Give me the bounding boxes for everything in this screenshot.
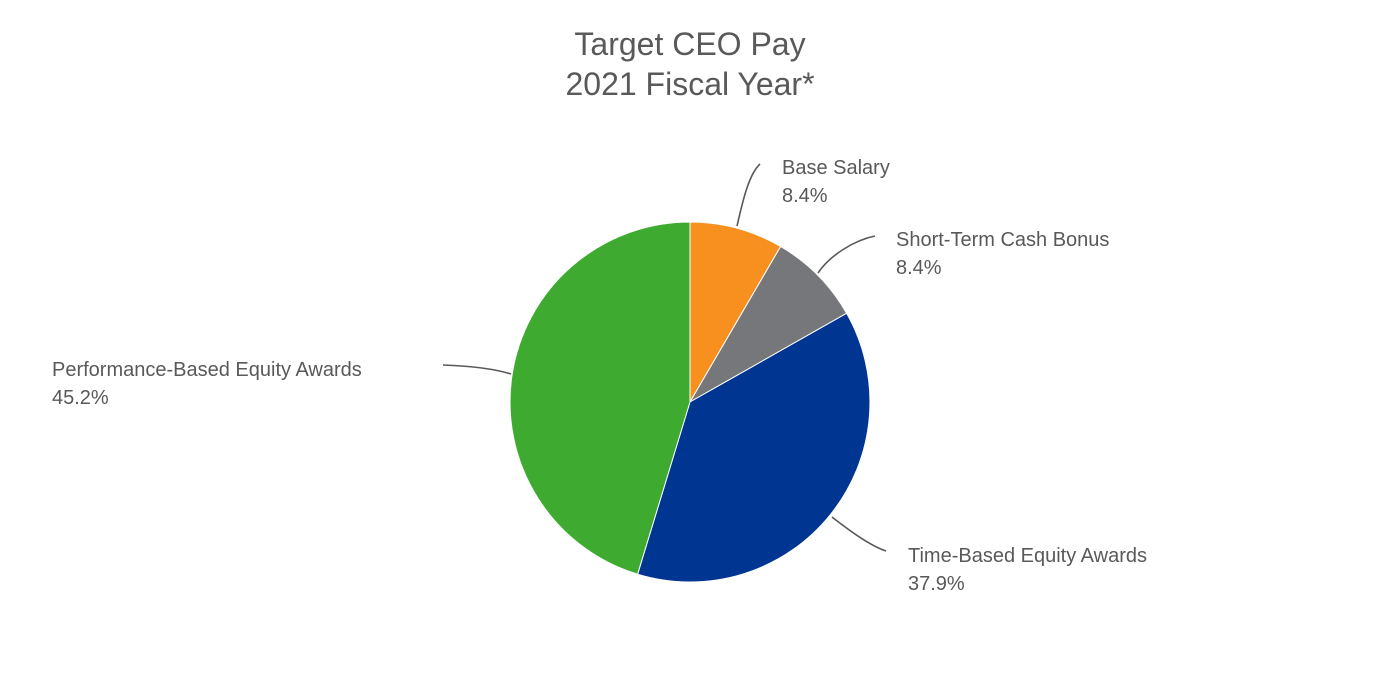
pie-slice-base-salary[interactable]: [689, 221, 782, 404]
leader-line-performance-based-equity: [442, 364, 512, 375]
chart-title-line1: Target CEO Pay: [574, 26, 806, 62]
data-label-performance-based-equity: Performance-Based Equity Awards 45.2%: [52, 356, 362, 412]
label-value: 37.9%: [908, 573, 965, 595]
data-label-time-based-equity: Time-Based Equity Awards 37.9%: [908, 542, 1147, 598]
chart-title-line2: 2021 Fiscal Year*: [565, 66, 815, 102]
pie-slice-performance-based-equity[interactable]: [509, 221, 691, 575]
label-value: 45.2%: [52, 387, 109, 409]
chart-title: Target CEO Pay 2021 Fiscal Year*: [0, 24, 1380, 104]
leader-line-time-based-equity: [831, 516, 887, 552]
label-name: Base Salary: [782, 157, 890, 179]
data-label-short-term-cash-bonus: Short-Term Cash Bonus 8.4%: [896, 226, 1109, 282]
data-label-base-salary: Base Salary 8.4%: [782, 154, 890, 210]
label-name: Time-Based Equity Awards: [908, 545, 1147, 567]
pie-slice-time-based-equity[interactable]: [636, 312, 871, 583]
pie-slice-short-term-cash-bonus[interactable]: [688, 245, 848, 404]
leader-line-base-salary: [736, 163, 761, 227]
label-value: 8.4%: [896, 257, 942, 279]
leader-line-short-term-cash-bonus: [817, 235, 876, 274]
label-value: 8.4%: [782, 185, 828, 207]
label-name: Short-Term Cash Bonus: [896, 229, 1110, 251]
label-name: Performance-Based Equity Awards: [52, 359, 362, 381]
